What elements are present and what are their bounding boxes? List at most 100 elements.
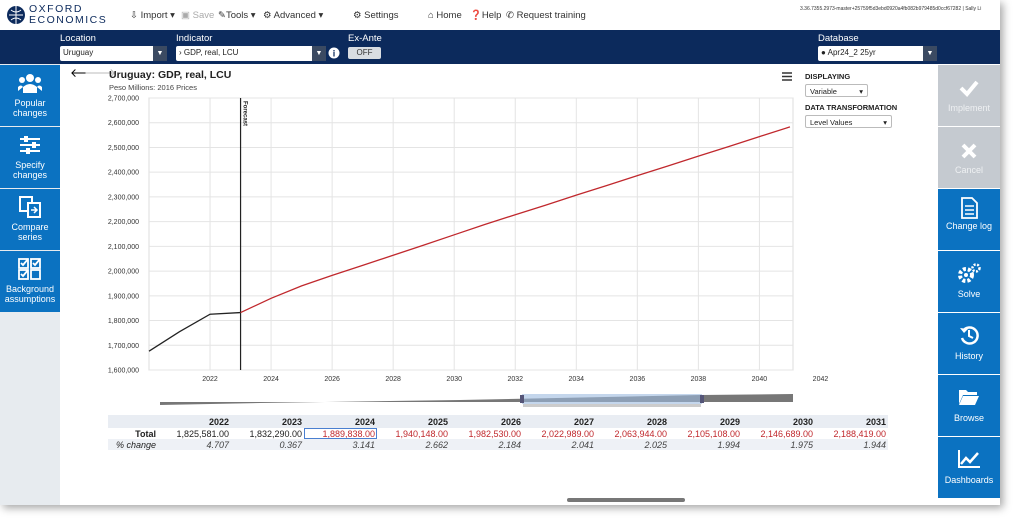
menu-training[interactable]: ✆ Request training — [506, 10, 586, 21]
select-value: GDP, real, LCU — [183, 48, 239, 57]
value-cell: 2,105,108.00 — [687, 428, 740, 439]
data-row: % change 4.707 0.367 3.141 2.662 2.184 2.041 2.… — [108, 439, 888, 450]
series-line — [240, 126, 791, 314]
data-table: 2022 2023 2024 2025 2026 2027 2028 2029 2030 2031… — [108, 415, 888, 450]
nav-compare[interactable]: Compare series — [0, 189, 60, 250]
location-select[interactable]: Uruguay ▼ — [60, 46, 167, 61]
nav-popular[interactable]: Popular changes — [0, 65, 60, 126]
nav-label: Compare series — [11, 222, 49, 242]
info-icon[interactable]: i — [328, 47, 340, 59]
menu-label: Save — [192, 10, 215, 21]
navigator-scrollbar[interactable] — [523, 404, 701, 407]
x-tick-label: 2042 — [813, 376, 829, 383]
value-cell: 1,940,148.00 — [395, 428, 448, 439]
value-cell: 1,825,581.00 — [176, 428, 229, 439]
menu-label: Settings — [364, 10, 399, 21]
nav-label: Dashboards — [944, 475, 994, 485]
year-header: 2029 — [669, 415, 742, 428]
navigator-handle[interactable] — [520, 395, 524, 403]
nav-change-log[interactable]: Change log — [938, 189, 1000, 250]
year-header: 2027 — [523, 415, 596, 428]
indicator-label: Indicator — [176, 33, 213, 44]
nav-browse[interactable]: Browse — [938, 375, 1000, 436]
data-row: Total 1,825,581.00 1,832,290.00 1,889,838.0… — [108, 428, 888, 439]
x-tick-label: 2028 — [385, 376, 401, 383]
displaying-select[interactable]: Variable ▾ — [805, 84, 868, 97]
scrollbar[interactable] — [567, 498, 685, 502]
year-header: 2030 — [742, 415, 815, 428]
menu-label: Help — [481, 10, 502, 21]
x-tick-label: 2026 — [324, 376, 340, 383]
menu-advanced[interactable]: ⚙ Advanced ▾ — [263, 10, 324, 21]
svg-text:i: i — [333, 49, 336, 59]
location-label: Location — [60, 33, 96, 44]
y-tick-label: 2,100,000 — [108, 244, 139, 251]
x-tick-label: 2032 — [507, 376, 523, 383]
value-cell: 2.041 — [571, 439, 594, 450]
nav-history[interactable]: History — [938, 313, 1000, 374]
year-header: 2024 — [304, 415, 377, 428]
nav-label: Browse — [953, 413, 984, 423]
value-cell: 1.975 — [790, 439, 813, 450]
year-header: 2025 — [377, 415, 450, 428]
year-header: 2031 — [815, 415, 888, 428]
menu-import[interactable]: ⇩ Import ▾ — [130, 10, 175, 21]
nav-cancel[interactable]: Cancel — [938, 127, 1000, 188]
navigator-window[interactable] — [522, 394, 702, 404]
menu-settings[interactable]: ⚙ Settings — [353, 10, 399, 21]
top-toolbar: OXFORD ECONOMICS ⇩ Import ▾ ▣ Save ✎Tools… — [0, 0, 1000, 30]
y-tick-label: 1,700,000 — [108, 343, 139, 350]
year-header: 2023 — [231, 415, 304, 428]
menu-tools[interactable]: ✎Tools ▾ — [218, 10, 256, 21]
transformation-select[interactable]: Level Values ▾ — [805, 115, 892, 128]
nav-label: History — [954, 351, 983, 361]
y-tick-label: 2,300,000 — [108, 194, 139, 201]
menu-save[interactable]: ▣ Save — [181, 10, 215, 21]
x-tick-label: 2040 — [752, 376, 768, 383]
value-cell: 2.184 — [498, 439, 521, 450]
logo-text: ECONOMICS — [29, 14, 108, 26]
value-cell: 4.707 — [206, 439, 229, 450]
menu-home[interactable]: ⌂ Home — [428, 10, 462, 21]
nav-label: Implement — [947, 103, 991, 113]
value-cell: 3.141 — [352, 439, 375, 450]
database-label: Database — [818, 33, 859, 44]
plot-frame — [148, 97, 794, 371]
menu-label: Tools — [225, 10, 249, 21]
nav-label: Background assumptions — [4, 284, 56, 304]
chart: 🡐 🡒 Uruguay: GDP, real, LCU Peso Million… — [70, 66, 829, 502]
database-select[interactable]: ● Apr24_2 25yr ▼ — [818, 46, 937, 61]
menu-help[interactable]: ❓Help — [470, 10, 502, 21]
logo-icon — [7, 6, 25, 24]
select-value: Variable — [810, 87, 837, 96]
transformation-label: DATA TRANSFORMATION — [805, 103, 898, 112]
nav-background[interactable]: Background assumptions — [0, 251, 60, 312]
menu-label: Advanced — [273, 10, 316, 21]
forward-arrow[interactable]: 🡒 — [84, 66, 116, 80]
ex-ante-toggle[interactable]: OFF — [348, 47, 381, 59]
nav-specify[interactable]: Specify changes — [0, 127, 60, 188]
header-row: 2022 2023 2024 2025 2026 2027 2028 2029 2030 2031 — [108, 415, 888, 428]
logo: OXFORD ECONOMICS — [29, 4, 107, 26]
value-cell[interactable]: 1,889,838.00 — [304, 428, 377, 439]
navigator-handle[interactable] — [700, 395, 704, 403]
nav-label: Specify changes — [12, 160, 48, 180]
series-line — [148, 311, 241, 352]
y-tick-label: 1,800,000 — [108, 318, 139, 325]
version: 3.36.7355.2973-master+25759f5d3ebd0920a4… — [800, 6, 982, 12]
nav-implement[interactable]: Implement — [938, 65, 1000, 126]
value-cell: 2,146,689.00 — [760, 428, 813, 439]
value-cell: 1,982,530.00 — [468, 428, 521, 439]
menu-label: Home — [436, 10, 462, 21]
chart-menu[interactable] — [782, 72, 792, 81]
x-tick-label: 2038 — [691, 376, 707, 383]
indicator-select[interactable]: › GDP, real, LCU ▼ — [176, 46, 326, 61]
forecast-label: Forecast — [242, 101, 248, 126]
value-cell: 1,832,290.00 — [249, 428, 302, 439]
nav-solve[interactable]: Solve — [938, 251, 1000, 312]
selector-bar: Location Uruguay ▼ Indicator › GDP, real,… — [0, 30, 1000, 64]
header-cell — [108, 415, 158, 428]
chart-title: Uruguay: GDP, real, LCU — [109, 69, 231, 81]
nav-dashboards[interactable]: Dashboards — [938, 437, 1000, 498]
back-arrow[interactable]: 🡐 — [70, 66, 102, 80]
